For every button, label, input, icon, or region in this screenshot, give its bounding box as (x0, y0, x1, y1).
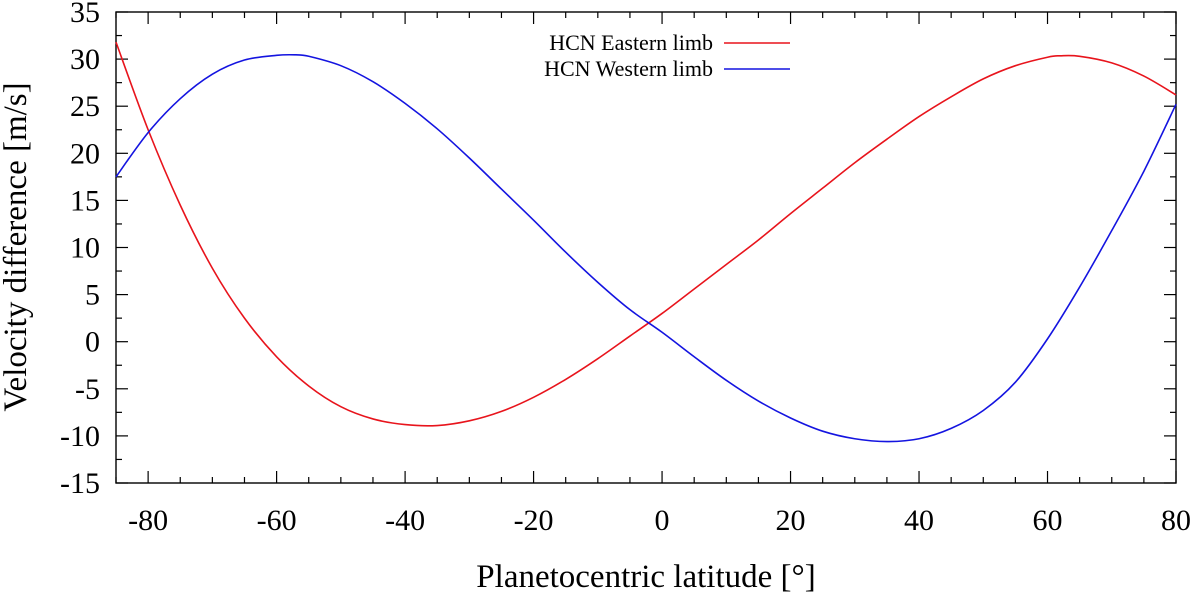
y-tick-label: 5 (85, 279, 100, 312)
x-tick-label: -40 (385, 504, 425, 537)
x-tick-label: 20 (776, 504, 806, 537)
series-lines (115, 41, 1177, 443)
y-tick-label: 15 (70, 184, 100, 217)
axis-tick-labels: -80 -60 -40 -20 0 20 40 60 80 -15 -10 -5 0 5 10 15 20 25 3… (60, 0, 1191, 537)
y-tick-label: 25 (70, 90, 100, 123)
x-axis-title: Planetocentric latitude [°] (476, 559, 815, 595)
x-tick-label: 80 (1161, 504, 1191, 537)
plot-frame (115, 11, 1177, 484)
axis-ticks (115, 11, 1177, 484)
series-line-hcn-eastern-limb (115, 41, 1177, 427)
x-tick-label: -60 (257, 504, 297, 537)
y-tick-label: 10 (70, 232, 100, 265)
x-tick-label: 40 (904, 504, 934, 537)
x-tick-label: 60 (1033, 504, 1063, 537)
legend-label-hcn-eastern-limb: HCN Eastern limb (549, 30, 713, 55)
legend-label-hcn-western-limb: HCN Western limb (544, 56, 713, 81)
y-tick-label: -15 (60, 467, 100, 500)
y-tick-label: 20 (70, 137, 100, 170)
x-tick-label: -80 (128, 504, 168, 537)
y-tick-label: 0 (85, 326, 100, 359)
y-tick-label: 30 (70, 43, 100, 76)
series-line-hcn-western-limb (115, 53, 1177, 443)
x-tick-label: 0 (655, 504, 670, 537)
y-axis-title: Velocity difference [m/s] (0, 82, 34, 411)
y-tick-label: -10 (60, 420, 100, 453)
x-tick-label: -20 (514, 504, 554, 537)
y-tick-label: 35 (70, 0, 100, 29)
y-tick-label: -5 (75, 373, 100, 406)
